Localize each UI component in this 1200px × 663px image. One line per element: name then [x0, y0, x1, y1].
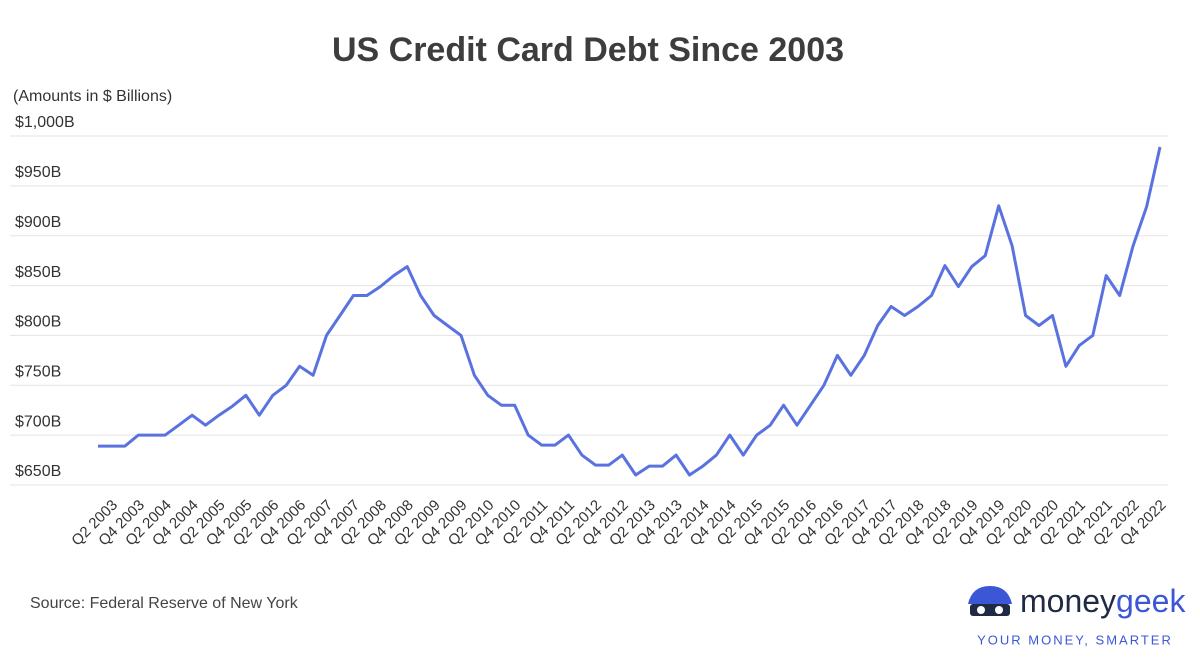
y-tick-label: $900B	[15, 214, 61, 231]
data-line	[98, 146, 1162, 477]
y-tick-label: $950B	[15, 164, 61, 181]
brand-logo: moneygeek YOUR MONEY, SMARTER	[968, 583, 1186, 647]
logo-lens	[977, 606, 985, 614]
brand-second: geek	[1116, 583, 1186, 619]
y-tick-label: $750B	[15, 364, 61, 381]
y-tick-label: $650B	[15, 463, 61, 480]
brand-first: money	[1020, 583, 1116, 619]
logo-hair	[968, 586, 1012, 604]
logo-glasses	[970, 604, 1010, 616]
brand-name: moneygeek	[1020, 583, 1186, 619]
brand-tagline: YOUR MONEY, SMARTER	[977, 632, 1173, 647]
chart-title: US Credit Card Debt Since 2003	[332, 31, 844, 69]
y-tick-label: $700B	[15, 413, 61, 430]
y-tick-label: $800B	[15, 314, 61, 331]
y-tick-label: $850B	[15, 264, 61, 281]
source: Source: Federal Reserve of New York	[30, 595, 299, 612]
subtitle: (Amounts in $ Billions)	[13, 88, 172, 105]
y-tick-label: $1,000B	[15, 114, 75, 131]
logo-lens	[995, 606, 1003, 614]
